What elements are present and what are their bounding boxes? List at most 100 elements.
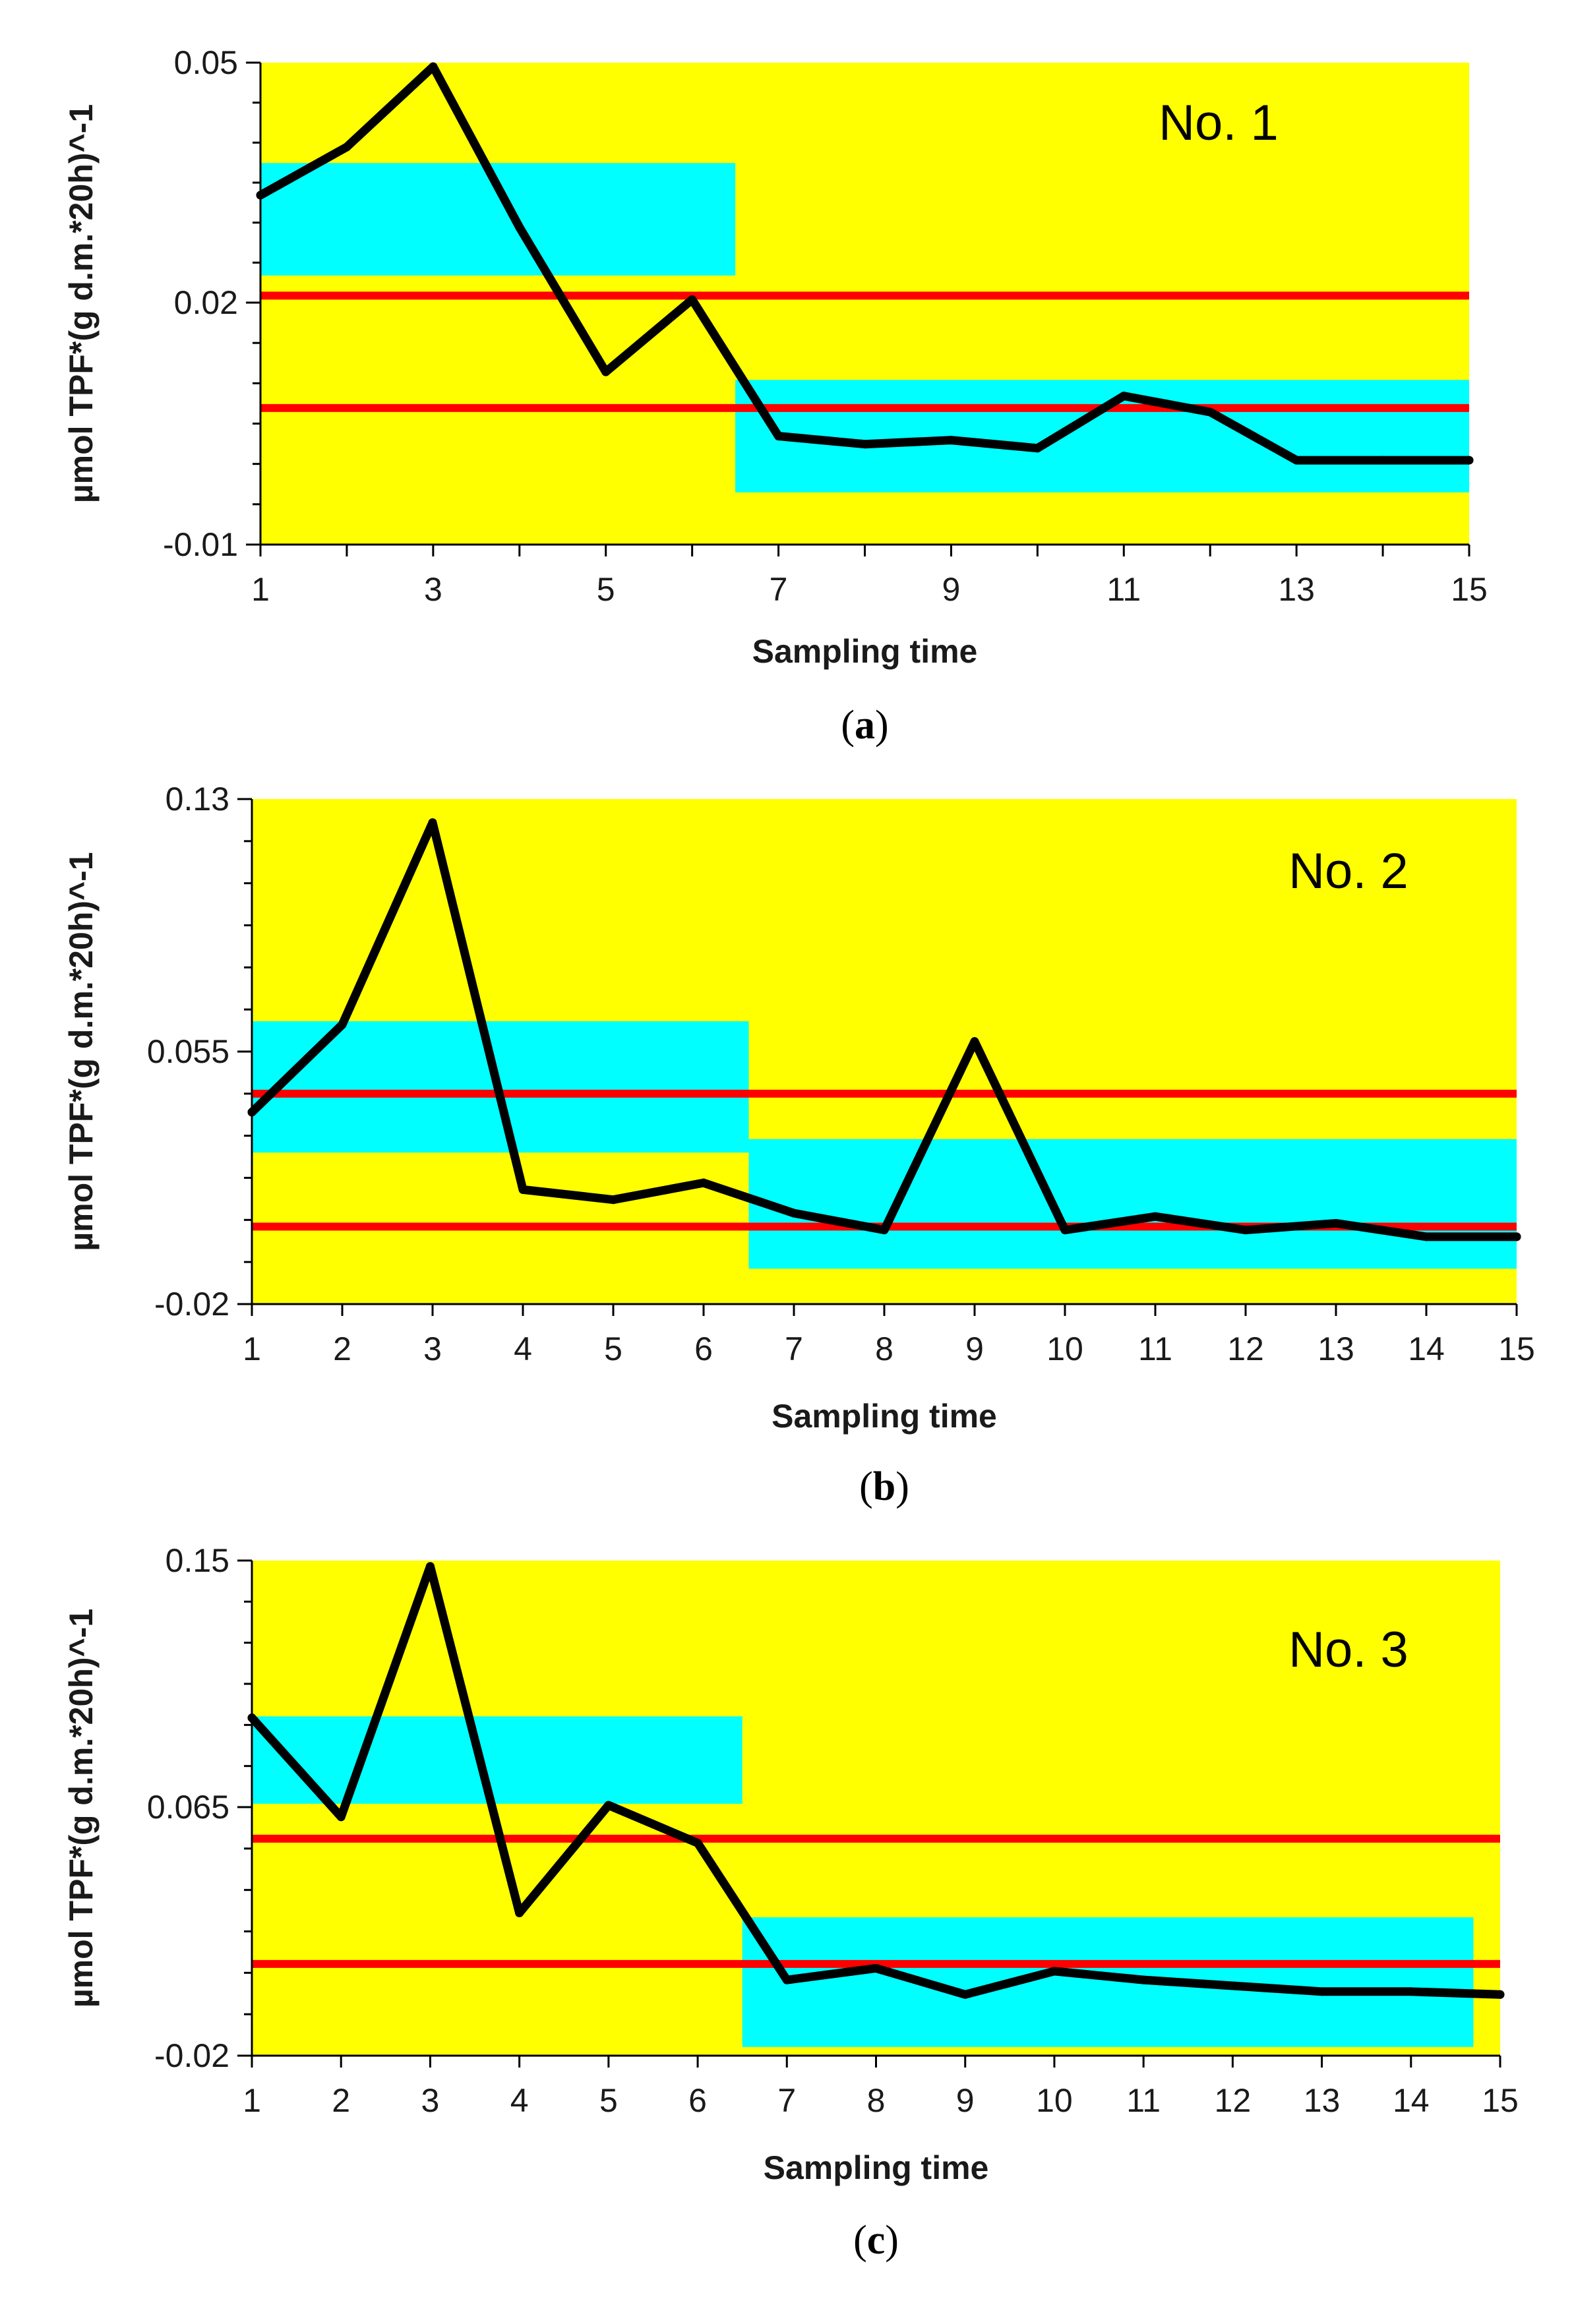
- panel-title: No. 3: [1288, 1622, 1408, 1678]
- data-point: [518, 1185, 528, 1194]
- y-tick-label: -0.01: [163, 526, 238, 563]
- data-point: [1119, 392, 1128, 401]
- chart-panel-c: 0.150.065-0.021 2 3 4 5 6 7 8 9 10 11 12 13 14 15Sampl…: [63, 1542, 1519, 2263]
- x-tick-label: 15: [1451, 571, 1488, 608]
- data-point: [961, 1990, 970, 1999]
- y-tick-label: 0.065: [147, 1789, 229, 1826]
- x-tick-label: 10: [1046, 1330, 1083, 1367]
- x-tick-label: 6: [688, 2082, 707, 2119]
- x-tick-label: 3: [421, 2082, 440, 2119]
- x-tick-label: 13: [1317, 1330, 1354, 1367]
- data-point: [1465, 456, 1474, 465]
- data-point: [604, 1801, 613, 1810]
- data-point: [1317, 1987, 1327, 1996]
- data-point: [1496, 1990, 1505, 1999]
- x-tick-label: 7: [770, 571, 788, 608]
- x-tick-label: 5: [604, 1330, 622, 1367]
- data-point: [1228, 1981, 1237, 1990]
- control-band-1: [252, 1716, 742, 1804]
- data-point: [1241, 1226, 1250, 1235]
- control-band-2: [735, 380, 1469, 492]
- x-tick-label: 3: [423, 1330, 442, 1367]
- x-axis-label: Sampling time: [752, 633, 978, 670]
- data-point: [872, 1963, 880, 1973]
- x-tick-label: 10: [1036, 2082, 1073, 2119]
- y-axis-label: µmol TPF*(g d.m.*20h)^-1: [63, 104, 100, 503]
- data-point: [425, 1562, 435, 1571]
- x-tick-label: 5: [597, 571, 615, 608]
- data-point: [429, 62, 438, 71]
- data-point: [1060, 1226, 1070, 1235]
- x-tick-label: 12: [1227, 1330, 1264, 1367]
- data-point: [601, 367, 611, 376]
- data-point: [1033, 444, 1042, 453]
- x-tick-label: 1: [243, 1330, 261, 1367]
- y-axis-label: µmol TPF*(g d.m.*20h)^-1: [63, 852, 100, 1251]
- x-tick-label: 11: [1138, 1330, 1172, 1367]
- x-tick-label: 15: [1498, 1330, 1535, 1367]
- x-tick-label: 11: [1106, 571, 1141, 608]
- y-tick-label: 0.15: [166, 1542, 229, 1579]
- data-point: [1512, 1232, 1521, 1241]
- data-point: [515, 1909, 524, 1918]
- x-tick-label: 7: [785, 1330, 803, 1367]
- x-tick-label: 13: [1304, 2082, 1341, 2119]
- y-tick-label: 0.055: [147, 1033, 229, 1070]
- panel-title: No. 1: [1159, 95, 1279, 151]
- data-point: [693, 1839, 702, 1848]
- data-point: [1139, 1975, 1148, 1984]
- x-axis-label: Sampling time: [772, 1398, 997, 1435]
- data-point: [609, 1195, 618, 1205]
- data-point: [1407, 1987, 1416, 1996]
- x-tick-label: 4: [514, 1330, 532, 1367]
- x-tick-label: 8: [867, 2082, 886, 2119]
- data-point: [861, 440, 869, 449]
- x-tick-label: 1: [251, 571, 270, 608]
- data-point: [1050, 1967, 1059, 1976]
- x-tick-label: 4: [510, 2082, 529, 2119]
- y-axis-label: µmol TPF*(g d.m.*20h)^-1: [63, 1609, 100, 2008]
- panel-caption: (c): [853, 2218, 899, 2263]
- control-band-2: [748, 1139, 1517, 1269]
- data-point: [688, 295, 697, 304]
- control-band-2: [742, 1917, 1474, 2047]
- x-tick-label: 9: [942, 571, 961, 608]
- data-point: [338, 1020, 347, 1029]
- data-point: [515, 223, 524, 232]
- data-point: [1292, 456, 1301, 465]
- x-tick-label: 13: [1278, 571, 1315, 608]
- x-tick-label: 14: [1408, 1330, 1445, 1367]
- x-tick-label: 6: [694, 1330, 713, 1367]
- panel-caption: (a): [841, 703, 888, 748]
- data-point: [1205, 407, 1215, 417]
- data-point: [774, 432, 783, 441]
- x-tick-label: 8: [875, 1330, 893, 1367]
- data-point: [699, 1178, 708, 1187]
- x-tick-label: 1: [243, 2082, 261, 2119]
- y-tick-label: 0.02: [174, 284, 238, 321]
- x-tick-label: 7: [777, 2082, 796, 2119]
- x-tick-label: 14: [1393, 2082, 1430, 2119]
- data-point: [1331, 1218, 1341, 1228]
- data-point: [1151, 1212, 1160, 1221]
- y-tick-label: -0.02: [154, 1286, 229, 1323]
- x-tick-label: 2: [333, 1330, 351, 1367]
- x-tick-label: 11: [1126, 2082, 1161, 2119]
- x-tick-label: 15: [1482, 2082, 1519, 2119]
- x-tick-label: 9: [965, 1330, 984, 1367]
- data-point: [782, 1975, 791, 1984]
- panel-title: No. 2: [1288, 843, 1408, 899]
- data-point: [428, 818, 437, 827]
- data-point: [946, 436, 955, 445]
- data-point: [880, 1226, 889, 1235]
- x-tick-label: 9: [956, 2082, 975, 2119]
- panel-caption: (b): [859, 1464, 909, 1509]
- data-point: [970, 1037, 979, 1046]
- data-point: [336, 1812, 346, 1822]
- x-tick-label: 3: [424, 571, 442, 608]
- data-point: [1422, 1232, 1431, 1241]
- y-tick-label: 0.05: [174, 44, 238, 81]
- data-point: [1378, 456, 1387, 465]
